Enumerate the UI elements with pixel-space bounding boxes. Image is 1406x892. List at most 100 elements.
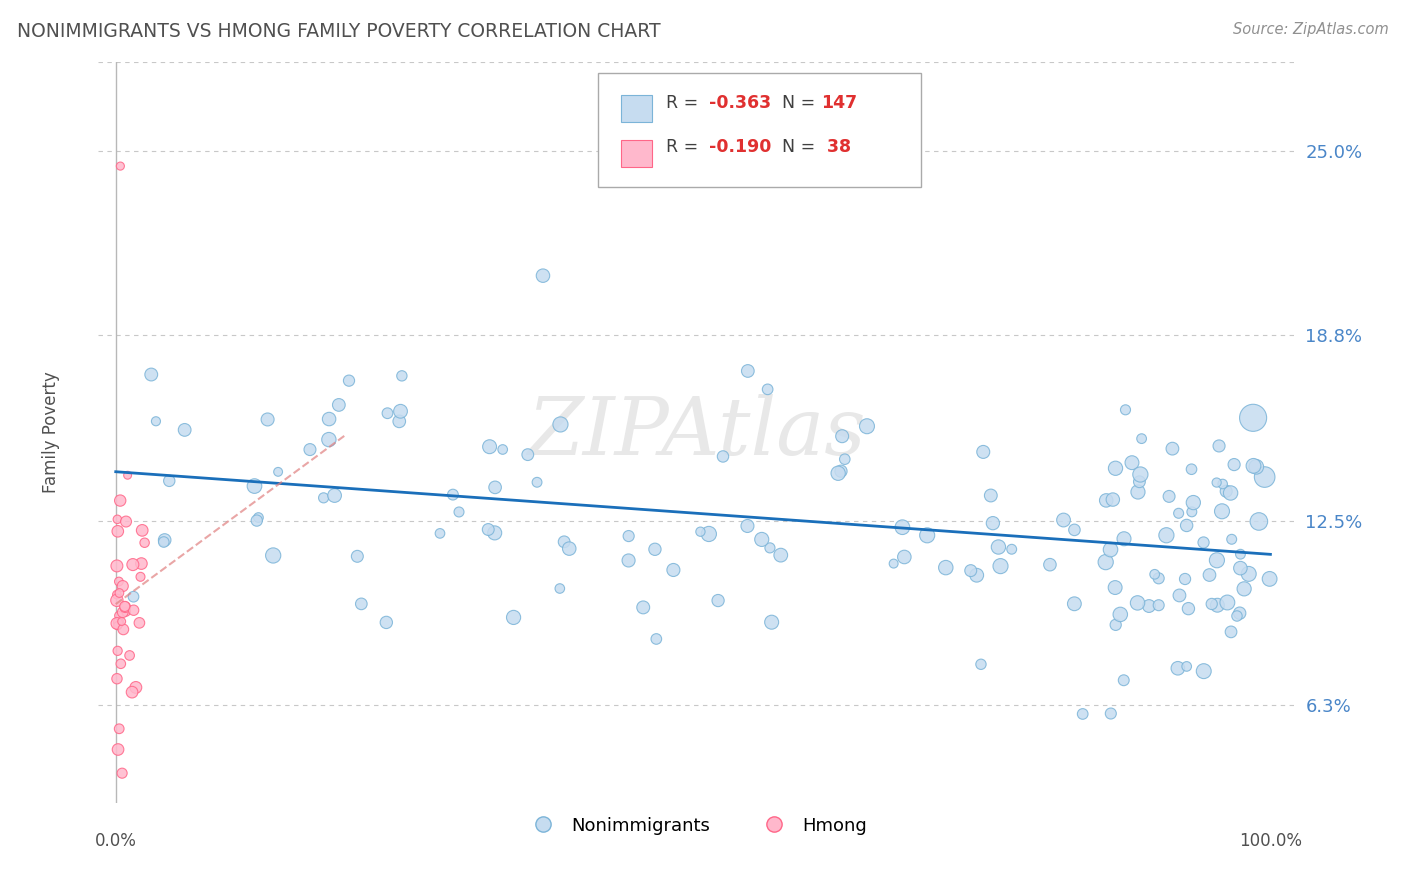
Point	[1206, 599, 1229, 613]
Point	[891, 520, 914, 534]
Point	[141, 368, 163, 382]
Point	[617, 529, 640, 543]
Point	[350, 597, 373, 611]
Point	[526, 475, 548, 490]
Point	[447, 505, 470, 519]
Point	[1128, 475, 1150, 489]
Point	[110, 657, 132, 671]
Point	[107, 615, 129, 630]
Point	[105, 512, 128, 526]
Point	[108, 493, 131, 508]
Point	[1246, 459, 1268, 474]
Point	[959, 564, 981, 578]
Point	[830, 464, 852, 478]
Point	[711, 450, 734, 464]
Point	[1205, 475, 1227, 490]
Point	[1220, 624, 1243, 639]
Point	[1114, 402, 1136, 417]
Point	[1201, 597, 1223, 611]
Point	[1223, 458, 1246, 472]
Point	[1215, 484, 1237, 499]
Point	[697, 527, 720, 541]
Point	[377, 406, 399, 420]
Point	[111, 579, 134, 593]
Point	[737, 519, 759, 533]
Text: 38: 38	[821, 138, 851, 156]
Point	[1175, 518, 1198, 533]
Point	[1109, 607, 1132, 622]
Point	[1174, 572, 1197, 586]
Point	[153, 533, 176, 547]
Text: 100.0%: 100.0%	[1239, 832, 1302, 850]
Point	[114, 600, 136, 615]
Point	[1182, 495, 1205, 509]
Point	[1071, 706, 1094, 721]
Point	[131, 524, 153, 538]
Point	[981, 516, 1004, 531]
Point	[1143, 567, 1166, 582]
Point	[987, 540, 1010, 554]
Point	[1229, 561, 1251, 575]
Point	[1220, 533, 1243, 547]
Point	[256, 412, 278, 426]
Point	[105, 616, 128, 631]
Point	[145, 414, 167, 428]
Text: -0.363: -0.363	[709, 94, 770, 112]
Point	[1099, 542, 1122, 557]
Point	[970, 657, 993, 672]
Point	[631, 600, 654, 615]
Point	[935, 560, 957, 574]
Text: N =: N =	[782, 94, 821, 112]
Point	[122, 590, 145, 604]
Point	[105, 593, 128, 607]
Point	[1099, 706, 1122, 721]
Point	[1237, 566, 1260, 581]
Point	[966, 568, 988, 582]
Point	[298, 442, 321, 457]
Point	[118, 648, 141, 663]
Point	[1192, 535, 1215, 549]
Point	[1216, 595, 1239, 609]
Point	[1208, 439, 1230, 453]
Point	[1063, 523, 1085, 537]
Point	[1104, 461, 1126, 475]
Point	[1212, 477, 1234, 491]
Point	[429, 526, 451, 541]
Point	[516, 448, 538, 462]
Point	[111, 605, 134, 619]
Point	[1104, 581, 1126, 595]
Point	[122, 603, 145, 617]
Point	[1167, 661, 1189, 675]
Point	[389, 404, 412, 418]
Point	[108, 574, 131, 589]
Point	[1095, 493, 1118, 508]
Point	[375, 615, 398, 630]
Point	[112, 623, 135, 637]
Point	[478, 440, 501, 454]
Point	[107, 618, 129, 632]
Point	[756, 382, 779, 396]
Point	[662, 563, 685, 577]
Point	[1112, 532, 1135, 546]
Point	[1137, 599, 1160, 613]
Text: NONIMMIGRANTS VS HMONG FAMILY POVERTY CORRELATION CHART: NONIMMIGRANTS VS HMONG FAMILY POVERTY CO…	[17, 22, 661, 41]
Point	[1198, 568, 1220, 582]
Point	[484, 525, 506, 540]
Point	[111, 766, 134, 780]
Text: N =: N =	[782, 138, 821, 156]
Point	[1161, 442, 1184, 456]
Point	[990, 559, 1012, 574]
Point	[131, 557, 153, 571]
Point	[107, 742, 129, 756]
Point	[1175, 659, 1198, 673]
Point	[1129, 467, 1152, 482]
Point	[128, 615, 150, 630]
Point	[856, 419, 879, 434]
Point	[1243, 458, 1265, 473]
Point	[121, 558, 143, 572]
Point	[157, 474, 180, 488]
Point	[707, 593, 730, 607]
Text: R =: R =	[666, 138, 704, 156]
Point	[115, 605, 138, 619]
Point	[1063, 597, 1085, 611]
